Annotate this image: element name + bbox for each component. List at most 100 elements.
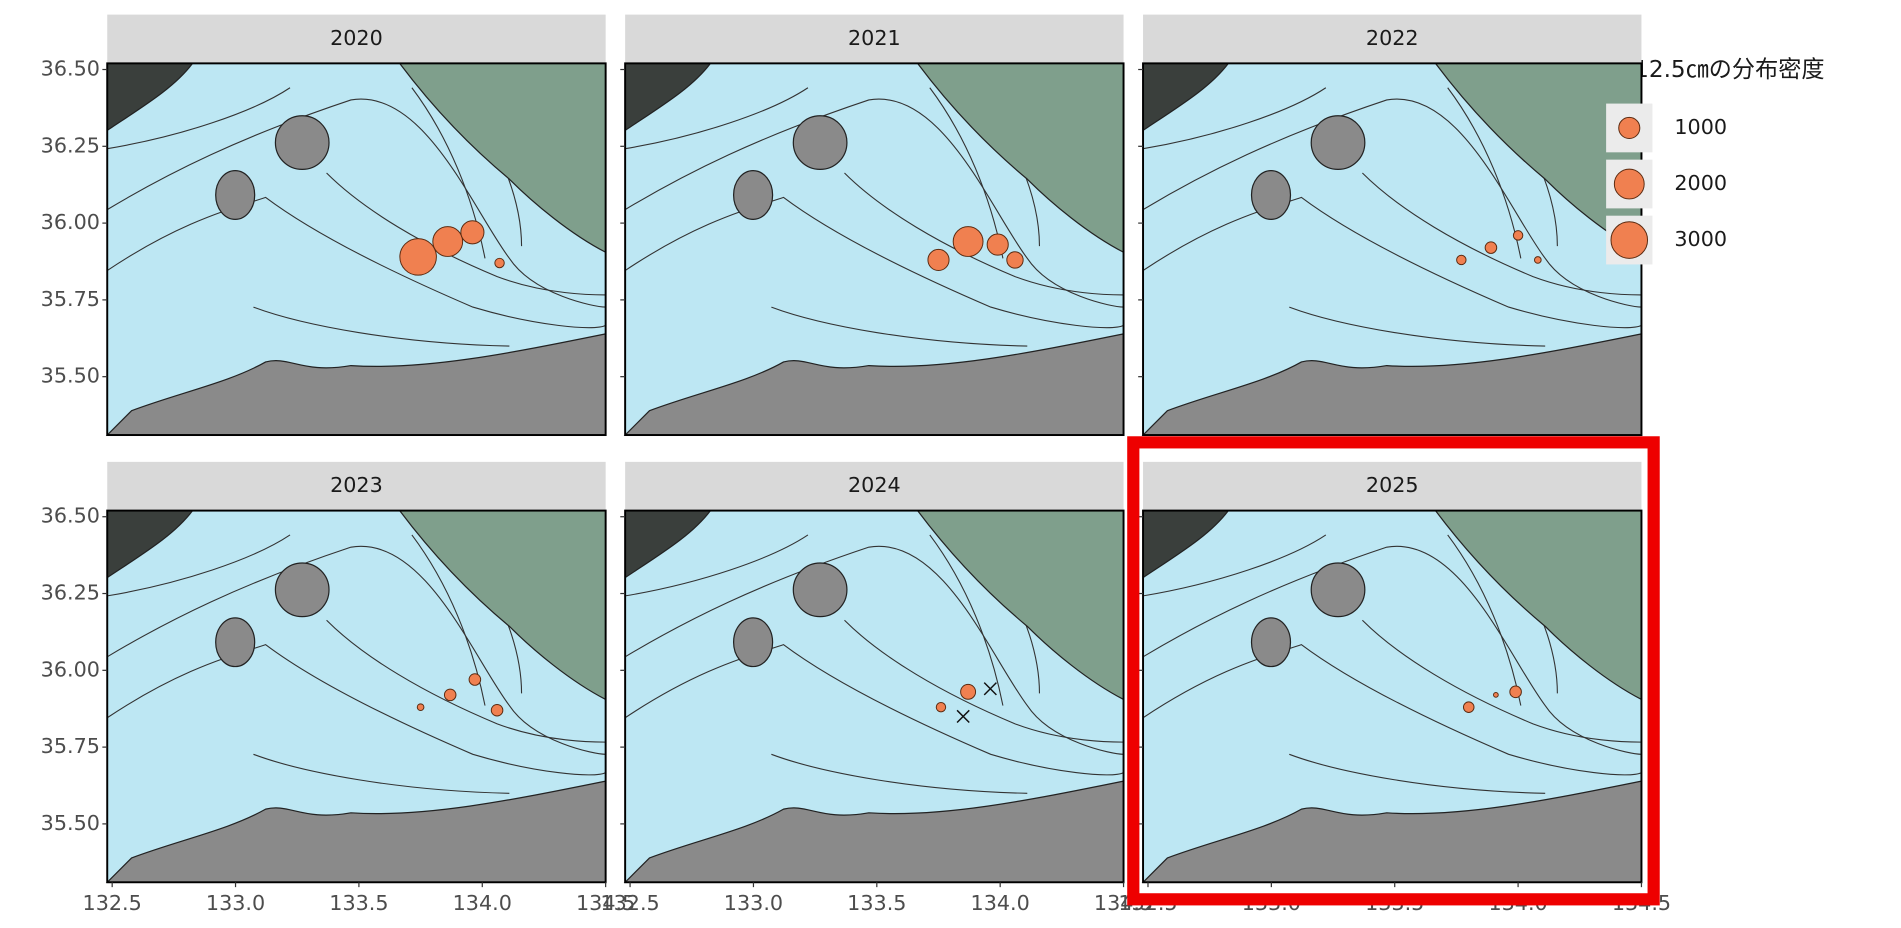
- point: [432, 226, 464, 257]
- legend-label: 3000: [1674, 227, 1727, 251]
- contour: [929, 534, 1004, 706]
- map-panel: [1141, 62, 1643, 436]
- contour: [1289, 306, 1546, 347]
- facet-title: 2021: [848, 26, 901, 50]
- island: [274, 562, 330, 618]
- contour: [1142, 196, 1642, 329]
- y-tick-label: 36.50: [41, 57, 100, 81]
- facet-title: 2025: [1366, 473, 1419, 497]
- land: [398, 62, 607, 254]
- contour: [107, 534, 291, 597]
- y-tick-label: 35.75: [41, 734, 100, 758]
- point: [1456, 254, 1467, 266]
- island: [1310, 115, 1366, 170]
- land: [1142, 509, 1230, 579]
- map-panel: [623, 62, 1125, 436]
- point: [1006, 251, 1024, 269]
- facet-strip: [1143, 461, 1642, 511]
- panel-border: [624, 509, 1125, 884]
- contour: [625, 534, 809, 597]
- point: [416, 703, 425, 712]
- map-panel: [105, 509, 607, 883]
- contour: [1142, 98, 1642, 308]
- x-tick-label: 134.5: [576, 891, 635, 915]
- map-panel: [105, 62, 607, 436]
- contour: [1447, 534, 1522, 706]
- contour: [844, 172, 1124, 296]
- island: [792, 562, 848, 618]
- contour: [326, 619, 606, 743]
- facet-strip: [107, 461, 606, 511]
- legend-title: ＜12.5㎝の分布密度: [1611, 57, 1825, 83]
- point: [927, 248, 950, 271]
- contour: [625, 87, 809, 150]
- island: [274, 115, 330, 170]
- facet-title: 2022: [1366, 26, 1419, 50]
- contour: [106, 545, 606, 755]
- land: [623, 780, 1125, 883]
- point: [1484, 241, 1498, 254]
- land: [105, 780, 607, 883]
- contour: [106, 196, 606, 329]
- x-tick-label: 134.0: [453, 891, 512, 915]
- point: [986, 233, 1009, 256]
- x-tick-label: 132.5: [83, 891, 142, 915]
- map-panel: [1141, 509, 1643, 883]
- island: [1250, 617, 1292, 668]
- legend-symbol: [1610, 221, 1649, 259]
- land: [1141, 780, 1643, 883]
- land: [916, 509, 1125, 701]
- point: [494, 257, 505, 269]
- panel-border: [106, 62, 607, 437]
- contour: [1362, 619, 1642, 743]
- x-tick-label: 132.5: [600, 891, 659, 915]
- island: [732, 617, 774, 668]
- point: [399, 238, 437, 276]
- contour: [107, 87, 291, 150]
- land: [1141, 333, 1643, 436]
- contour: [844, 619, 1124, 743]
- land: [1142, 62, 1230, 132]
- contour: [771, 753, 1028, 794]
- contour: [106, 644, 606, 776]
- plot-area: ＜12.5㎝の分布密度 2020 35.50 35.75 36.00 36.25 36.5…: [41, 14, 1899, 915]
- point: [490, 703, 504, 717]
- island: [1250, 169, 1292, 220]
- land: [916, 62, 1125, 254]
- facet-strip: [625, 461, 1124, 511]
- island: [215, 169, 256, 220]
- contour: [411, 534, 486, 706]
- contour: [624, 644, 1124, 776]
- contour: [1142, 545, 1642, 755]
- y-tick-label: 36.00: [41, 657, 100, 681]
- panel-border: [624, 62, 1125, 437]
- contour: [624, 196, 1124, 329]
- point: [1462, 701, 1475, 713]
- absent-point: [956, 709, 970, 724]
- island: [215, 617, 256, 668]
- y-tick-label: 35.50: [41, 811, 100, 835]
- island: [792, 115, 848, 170]
- map-panel: [623, 509, 1125, 883]
- point: [1512, 230, 1524, 241]
- panel-border: [106, 509, 607, 884]
- absent-point: [983, 682, 997, 696]
- contour: [771, 306, 1028, 347]
- contour: [624, 98, 1124, 308]
- point: [1509, 685, 1522, 699]
- point: [1493, 692, 1499, 698]
- land: [106, 509, 194, 579]
- x-tick-label: 133.5: [847, 891, 906, 915]
- y-tick-label: 36.25: [41, 133, 100, 157]
- y-tick-label: 35.50: [41, 364, 100, 388]
- x-tick-label: 133.5: [329, 891, 388, 915]
- contour: [624, 545, 1124, 755]
- contour: [253, 306, 510, 347]
- point: [952, 226, 984, 257]
- island: [732, 169, 774, 220]
- point: [460, 220, 485, 245]
- y-tick-label: 35.75: [41, 287, 100, 311]
- land: [623, 333, 1125, 436]
- point: [443, 688, 457, 702]
